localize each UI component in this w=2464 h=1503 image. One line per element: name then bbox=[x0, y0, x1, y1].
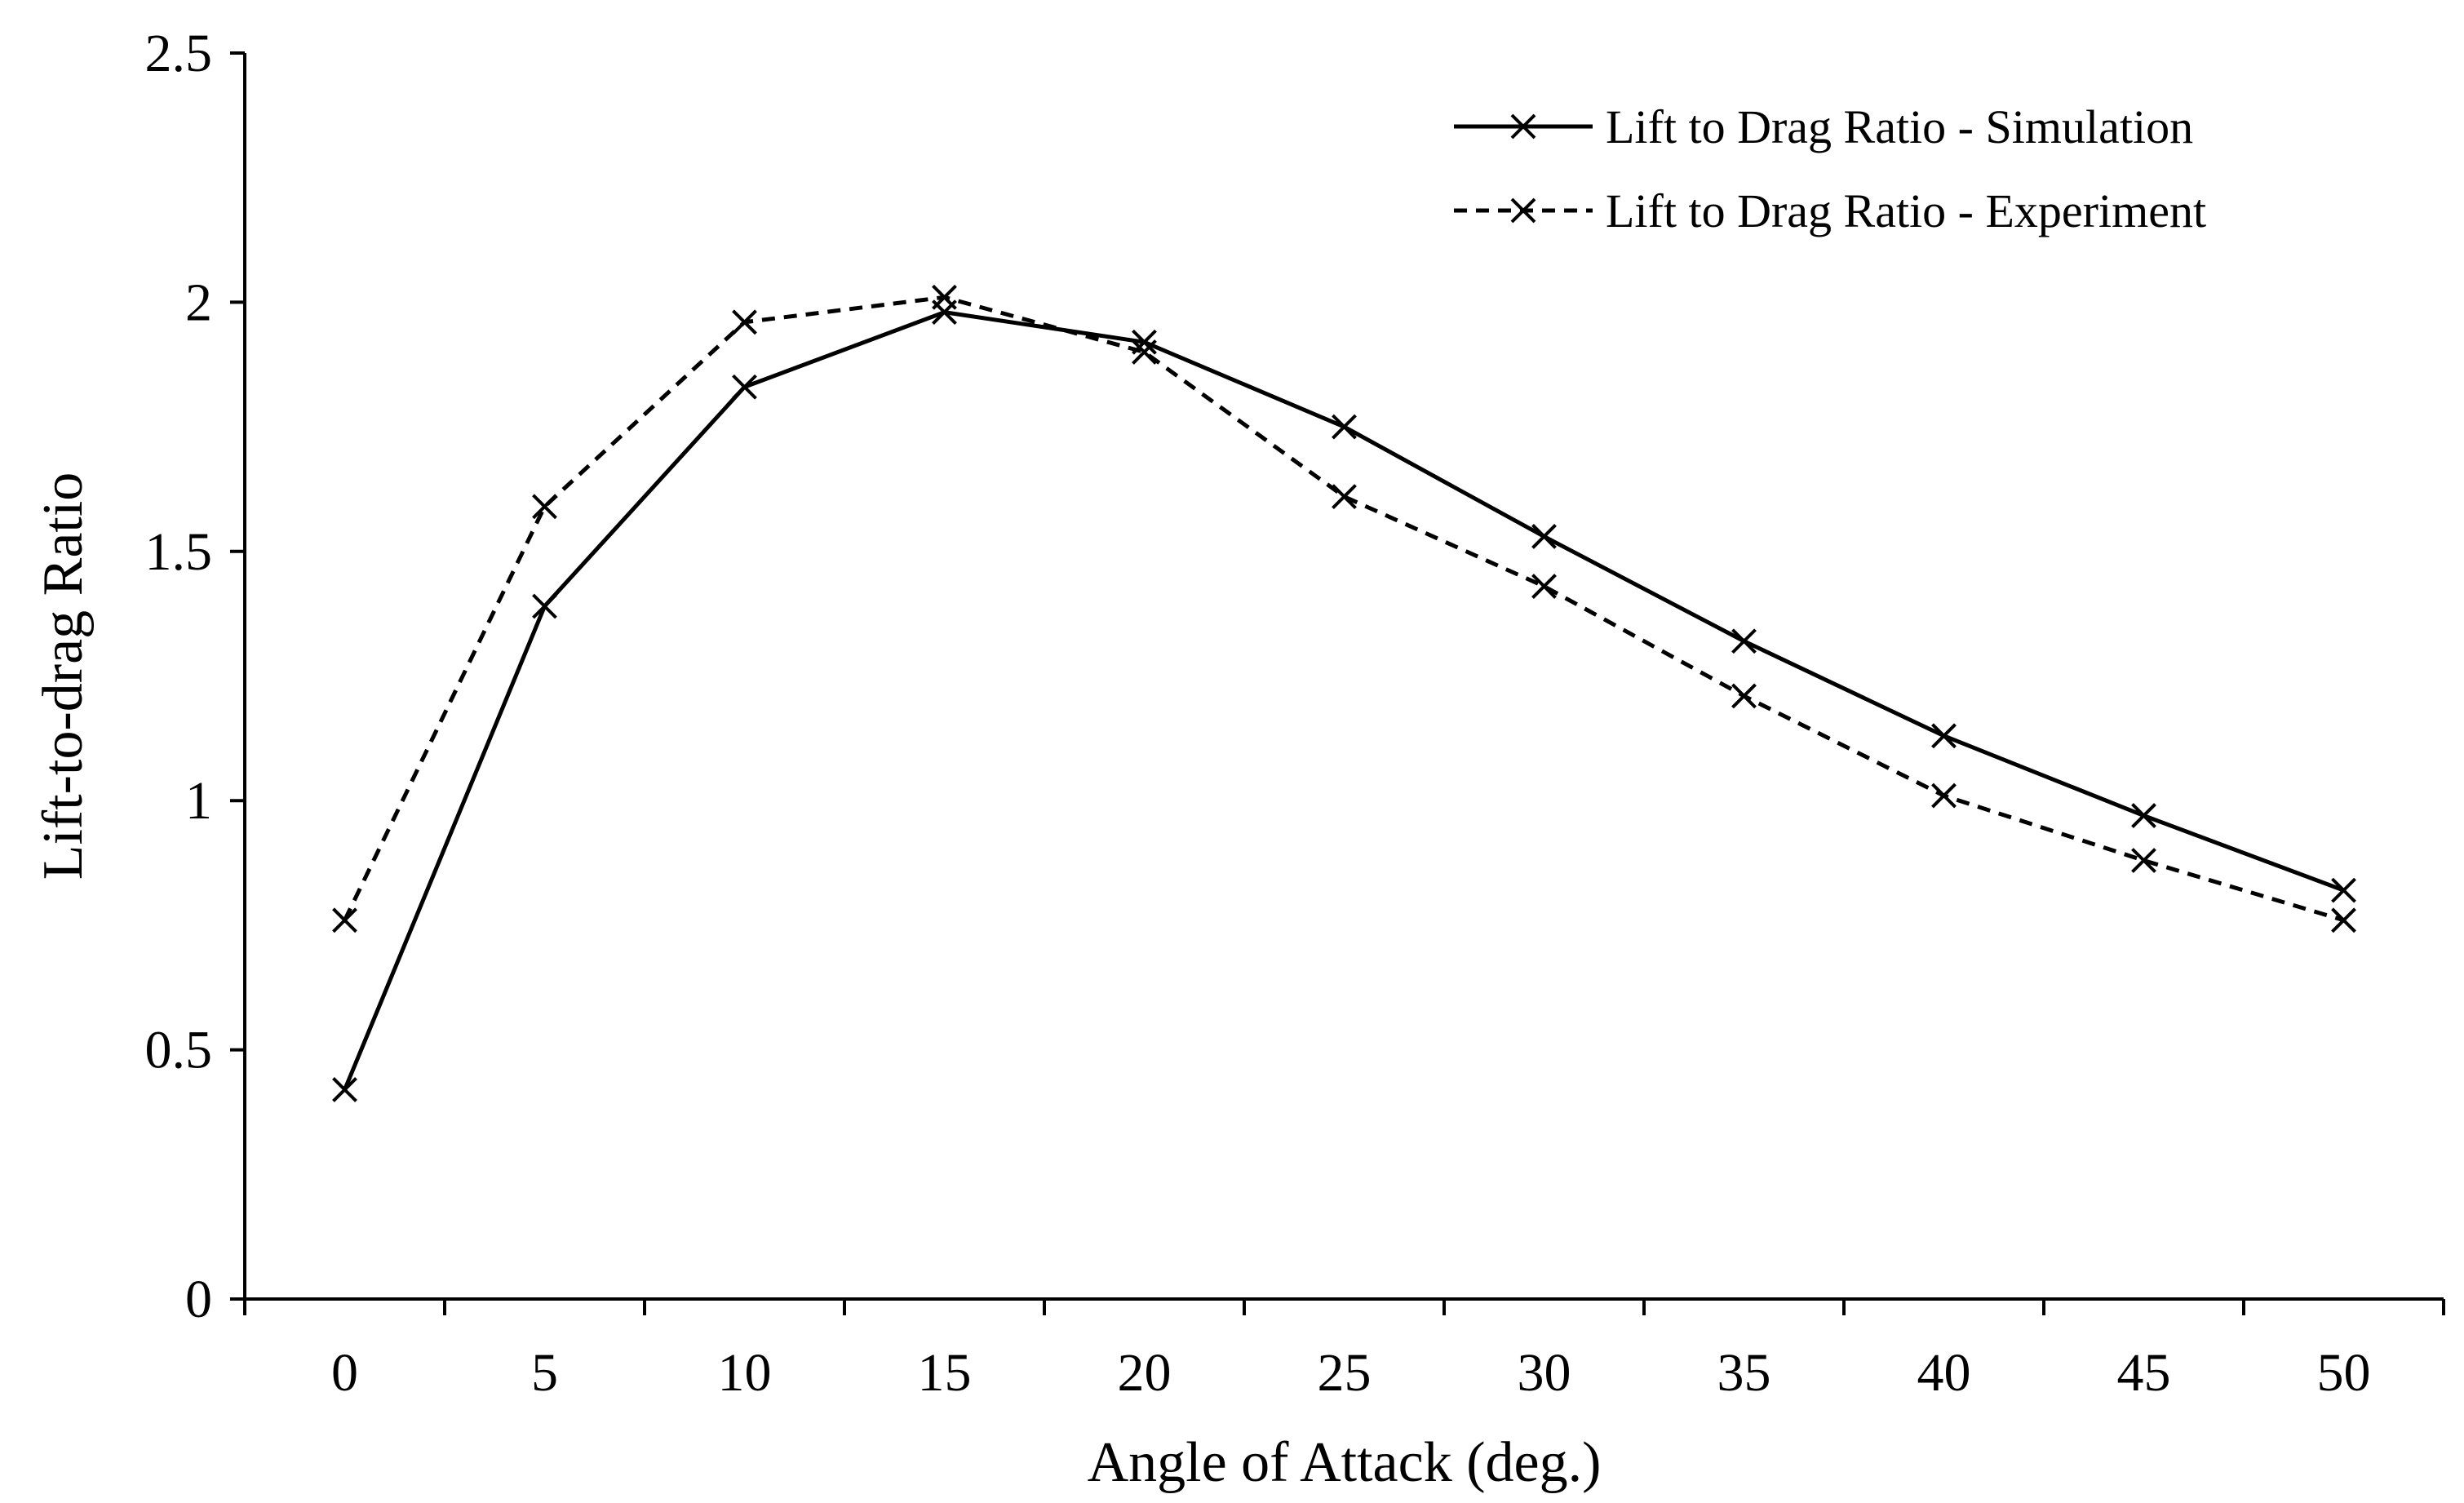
data-point bbox=[732, 309, 757, 335]
marker-stroke bbox=[732, 374, 757, 400]
legend-marker bbox=[1510, 197, 1536, 224]
x-axis-ticks: 0 5 10 15 20 25 30 35 40 45 50 bbox=[243, 1299, 2445, 1403]
y-tick-label: 0 bbox=[185, 1270, 212, 1329]
data-point bbox=[1731, 683, 1757, 709]
marker-stroke bbox=[2331, 877, 2356, 903]
data-point bbox=[1531, 524, 1557, 549]
legend-label: Lift to Drag Ratio - Experiment bbox=[1606, 184, 2206, 237]
marker-stroke bbox=[2131, 848, 2156, 873]
data-point bbox=[332, 907, 357, 933]
x-tick-label: 25 bbox=[1318, 1343, 1372, 1403]
data-point bbox=[2331, 877, 2356, 903]
marker-stroke bbox=[1731, 683, 1757, 709]
x-tick-label: 50 bbox=[2317, 1343, 2371, 1403]
marker-stroke bbox=[1332, 414, 1357, 440]
marker-stroke bbox=[1531, 524, 1557, 549]
y-axis-title: Lift-to-drag Ratio bbox=[32, 472, 95, 880]
y-axis-ticks: 0 0.5 1 1.5 2 2.5 bbox=[145, 24, 245, 1329]
x-tick-label: 5 bbox=[531, 1343, 558, 1403]
x-tick-label: 35 bbox=[1717, 1343, 1771, 1403]
legend: Lift to Drag Ratio - Simulation Lift to D… bbox=[1454, 100, 2206, 237]
x-tick-label: 40 bbox=[1917, 1343, 1971, 1403]
y-tick-label: 1 bbox=[185, 771, 212, 831]
marker-stroke bbox=[2131, 803, 2156, 828]
marker-stroke bbox=[1731, 628, 1757, 654]
data-point bbox=[1531, 574, 1557, 599]
data-point bbox=[1332, 414, 1357, 440]
y-tick-label: 2.5 bbox=[145, 24, 213, 83]
x-tick-label: 30 bbox=[1518, 1343, 1571, 1403]
data-point bbox=[332, 1077, 357, 1102]
data-point bbox=[2131, 803, 2156, 828]
x-tick-label: 0 bbox=[331, 1343, 358, 1403]
y-tick-label: 0.5 bbox=[145, 1021, 213, 1080]
y-tick-label: 1.5 bbox=[145, 522, 213, 582]
marker-stroke bbox=[1332, 484, 1357, 510]
x-tick-label: 45 bbox=[2117, 1343, 2171, 1403]
marker-stroke bbox=[2331, 907, 2356, 933]
data-point bbox=[1931, 723, 1957, 749]
marker-stroke bbox=[332, 907, 357, 933]
data-point bbox=[2131, 848, 2156, 873]
marker-stroke bbox=[932, 284, 957, 310]
x-axis-title: Angle of Attack (deg.) bbox=[1088, 1431, 1602, 1494]
axes bbox=[243, 53, 2444, 1301]
series-experiment bbox=[332, 284, 2356, 933]
marker-stroke bbox=[332, 1077, 357, 1102]
series-layer bbox=[332, 284, 2356, 1102]
data-point bbox=[1931, 783, 1957, 809]
marker-stroke bbox=[1931, 783, 1957, 809]
data-point bbox=[532, 593, 557, 619]
marker-stroke bbox=[1132, 339, 1157, 365]
x-tick-label: 10 bbox=[718, 1343, 772, 1403]
marker-stroke bbox=[1510, 197, 1536, 224]
data-point bbox=[932, 284, 957, 310]
marker-stroke bbox=[732, 309, 757, 335]
data-point bbox=[1132, 339, 1157, 365]
y-tick-label: 2 bbox=[185, 273, 212, 332]
series-line bbox=[343, 295, 2345, 923]
legend-marker bbox=[1510, 113, 1536, 140]
marker-stroke bbox=[532, 593, 557, 619]
x-tick-label: 20 bbox=[1118, 1343, 1172, 1403]
x-tick-label: 15 bbox=[918, 1343, 972, 1403]
data-point bbox=[1332, 484, 1357, 510]
data-point bbox=[1731, 628, 1757, 654]
legend-label: Lift to Drag Ratio - Simulation bbox=[1606, 100, 2193, 153]
marker-stroke bbox=[1931, 723, 1957, 749]
data-point bbox=[532, 494, 557, 520]
data-point bbox=[2331, 907, 2356, 933]
marker-stroke bbox=[532, 494, 557, 520]
marker-stroke bbox=[1531, 574, 1557, 599]
data-point bbox=[732, 374, 757, 400]
marker-stroke bbox=[1510, 113, 1536, 140]
